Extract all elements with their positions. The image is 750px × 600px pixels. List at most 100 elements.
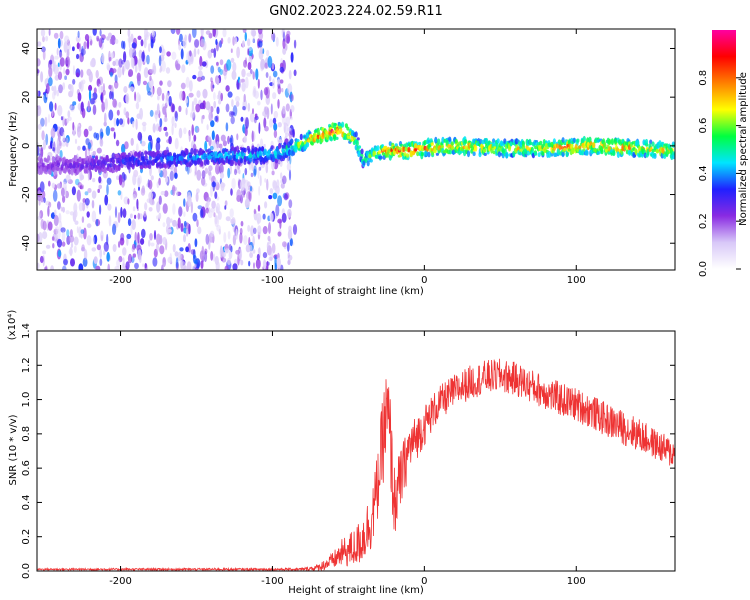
noise-blob (139, 254, 142, 264)
ridge-point (63, 167, 67, 174)
ridge-point (407, 146, 411, 153)
noise-blob (38, 212, 41, 219)
noise-blob (210, 120, 215, 128)
noise-blob (181, 64, 186, 74)
ridge-point (608, 138, 612, 145)
noise-blob (78, 81, 82, 90)
ridge-point (90, 166, 94, 170)
colorbar-tick-label: 0.6 (698, 118, 709, 134)
ridge-point (347, 135, 351, 140)
ridge-point (310, 142, 314, 146)
ridge-point (581, 149, 585, 156)
noise-blob (287, 83, 293, 94)
ridge-point (596, 139, 601, 143)
noise-blob (132, 193, 136, 200)
ridge-point (518, 151, 522, 155)
noise-blob (274, 255, 277, 268)
noise-blob (281, 212, 287, 223)
noise-blob (108, 109, 114, 121)
noise-blob (63, 67, 66, 75)
ridge-point (61, 157, 65, 162)
noise-blob (137, 175, 143, 185)
noise-blob (78, 263, 84, 270)
noise-blob (236, 189, 242, 200)
noise-blob (252, 71, 255, 80)
ridge-point (505, 152, 509, 159)
noise-blob (71, 186, 76, 196)
noise-blob (132, 57, 135, 70)
ridge-point (514, 138, 519, 145)
noise-blob (98, 184, 102, 190)
ridge-point (85, 167, 89, 174)
noise-blob (78, 202, 83, 212)
ridge-point (610, 138, 615, 146)
noise-blob (140, 39, 144, 47)
ridge-point (225, 148, 229, 152)
noise-blob (228, 110, 234, 117)
noise-blob (127, 117, 130, 125)
ridge-point (519, 148, 523, 153)
ridge-point (134, 151, 138, 158)
noise-blob (244, 167, 248, 176)
noise-blob (188, 92, 194, 98)
noise-blob (271, 170, 275, 176)
ridge-point (48, 169, 52, 176)
noise-blob (137, 232, 140, 244)
noise-blob (112, 60, 116, 67)
noise-blob (271, 63, 275, 70)
noise-blob (199, 208, 204, 218)
noise-blob (204, 140, 208, 152)
noise-blob (159, 245, 165, 255)
noise-blob (66, 117, 70, 124)
noise-blob (134, 231, 137, 243)
noise-blob (60, 116, 64, 121)
noise-blob (188, 223, 191, 235)
ridge-point (338, 125, 342, 129)
colorbar-tick-label: 0.2 (698, 213, 709, 229)
noise-blob (83, 249, 88, 261)
noise-blob (158, 177, 161, 186)
noise-blob (286, 30, 291, 37)
noise-blob (208, 112, 213, 122)
noise-blob (285, 103, 290, 112)
noise-blob (159, 80, 163, 86)
noise-blob (56, 47, 59, 56)
noise-blob (255, 258, 261, 270)
ridge-point (663, 154, 667, 159)
noise-blob (200, 38, 206, 48)
ridge-point (247, 148, 251, 153)
ridge-point (185, 162, 189, 168)
noise-blob (264, 106, 269, 115)
noise-blob (197, 127, 200, 133)
ridge-point (294, 146, 298, 153)
noise-blob (75, 72, 80, 77)
noise-blob (123, 86, 128, 93)
noise-blob (211, 200, 216, 209)
noise-blob (169, 252, 172, 263)
ridge-point (299, 133, 303, 141)
noise-blob (136, 92, 141, 104)
noise-blob (53, 32, 59, 39)
noise-blob (291, 129, 295, 138)
noise-blob (122, 208, 127, 219)
ridge-point (561, 151, 565, 158)
noise-blob (113, 131, 116, 140)
noise-blob (177, 251, 182, 262)
noise-blob (158, 195, 162, 205)
noise-blob (48, 77, 53, 87)
noise-blob (127, 218, 132, 227)
noise-blob (168, 135, 172, 145)
noise-blob (199, 55, 203, 67)
noise-blob (87, 170, 90, 181)
noise-blob (100, 94, 103, 101)
noise-blob (50, 140, 53, 149)
noise-blob (37, 233, 40, 243)
noise-blob (193, 171, 197, 177)
noise-blob (72, 78, 76, 85)
noise-blob (282, 241, 287, 248)
noise-blob (82, 145, 86, 151)
noise-blob (159, 68, 162, 73)
noise-blob (225, 103, 230, 113)
noise-blob (272, 117, 277, 124)
ridge-point (496, 138, 500, 144)
